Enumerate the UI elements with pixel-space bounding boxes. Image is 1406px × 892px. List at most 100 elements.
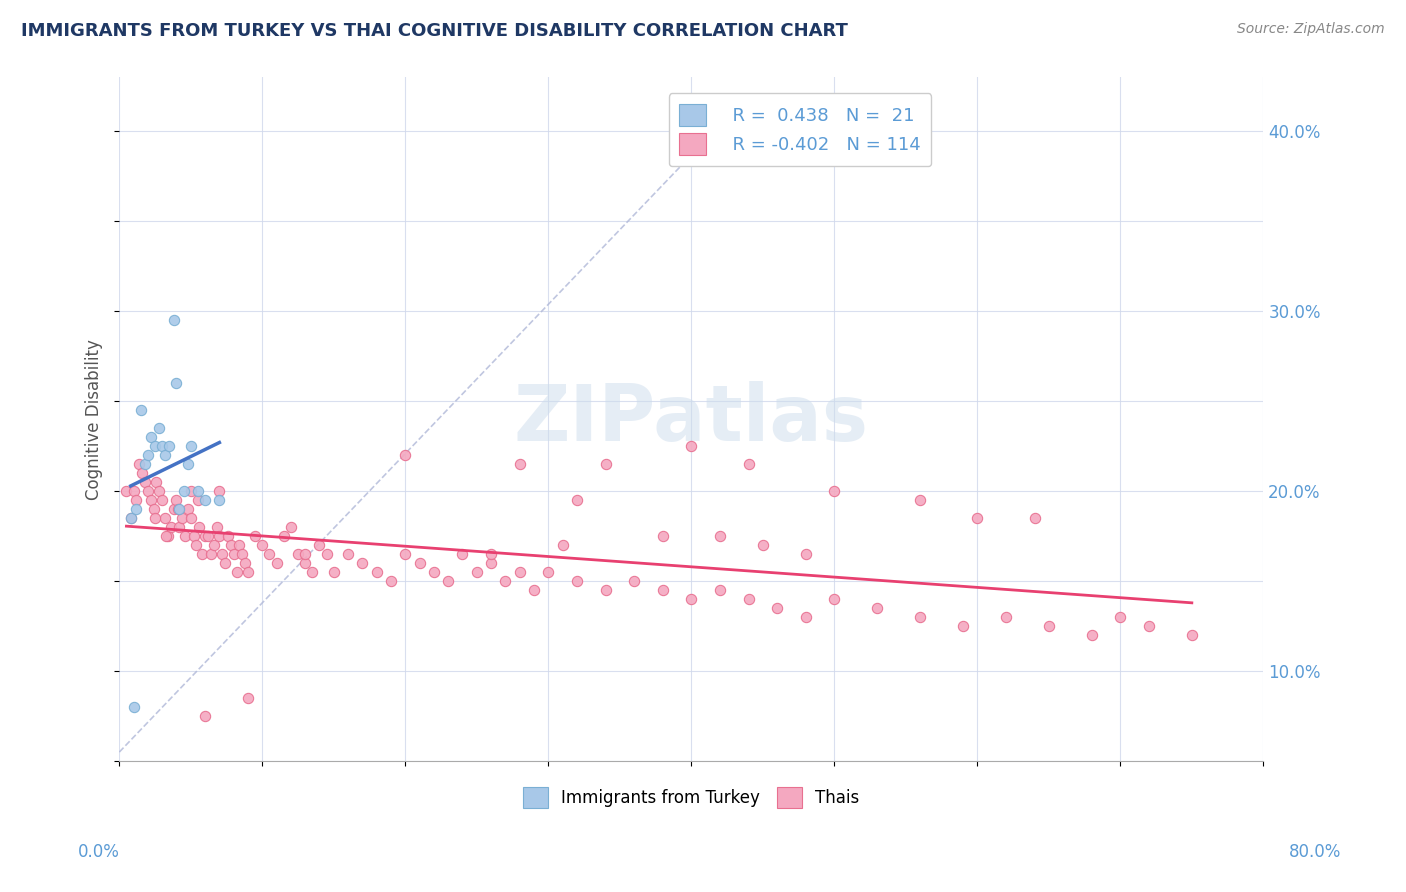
Point (162, 502, 184, 516)
Point (766, 601, 789, 615)
Point (565, 493, 588, 508)
Point (737, 592, 759, 607)
Point (451, 547, 474, 561)
Point (709, 583, 731, 598)
Point (437, 574, 460, 589)
Point (115, 484, 138, 499)
Point (243, 529, 266, 543)
Point (150, 493, 173, 508)
Point (366, 565, 388, 579)
Point (134, 457, 156, 471)
Point (131, 467, 153, 481)
Point (252, 538, 274, 552)
Point (823, 484, 845, 499)
Legend: Immigrants from Turkey, Thais: Immigrants from Turkey, Thais (516, 780, 866, 814)
Point (408, 556, 430, 570)
Point (187, 484, 209, 499)
Point (129, 403, 152, 417)
Point (595, 457, 617, 471)
Point (551, 538, 574, 552)
Point (222, 547, 245, 561)
Point (148, 421, 170, 435)
Point (287, 547, 309, 561)
Point (236, 565, 259, 579)
Point (681, 439, 703, 453)
Point (208, 529, 231, 543)
Point (194, 709, 217, 723)
Point (125, 493, 148, 508)
Point (177, 457, 200, 471)
Point (236, 691, 259, 706)
Point (479, 556, 502, 570)
Point (565, 574, 588, 589)
Point (301, 565, 323, 579)
Point (479, 547, 502, 561)
Point (139, 493, 162, 508)
Point (156, 529, 179, 543)
Point (217, 529, 239, 543)
Point (136, 448, 159, 462)
Point (1181, 628, 1204, 642)
Point (166, 376, 188, 391)
Point (172, 511, 194, 525)
Point (1038, 619, 1060, 633)
Point (173, 484, 195, 499)
Point (494, 574, 516, 589)
Point (208, 493, 231, 508)
Point (188, 520, 211, 534)
Point (155, 529, 177, 543)
Point (128, 457, 150, 471)
Point (651, 583, 673, 598)
Point (139, 430, 162, 444)
Point (225, 565, 247, 579)
Point (537, 565, 560, 579)
Point (273, 529, 295, 543)
Point (120, 511, 142, 525)
Point (150, 439, 173, 453)
Point (623, 574, 645, 589)
Point (337, 547, 360, 561)
Point (595, 583, 617, 598)
Point (197, 529, 219, 543)
Y-axis label: Cognitive Disability: Cognitive Disability (86, 339, 103, 500)
Point (823, 592, 845, 607)
Point (994, 610, 1017, 624)
Point (1080, 628, 1102, 642)
Text: 80.0%: 80.0% (1288, 843, 1341, 861)
Point (315, 547, 337, 561)
Point (794, 610, 817, 624)
Text: 0.0%: 0.0% (77, 843, 120, 861)
Point (143, 439, 166, 453)
Point (142, 502, 165, 516)
Point (153, 511, 176, 525)
Point (159, 520, 181, 534)
Point (148, 484, 170, 499)
Point (523, 583, 546, 598)
Text: IMMIGRANTS FROM TURKEY VS THAI COGNITIVE DISABILITY CORRELATION CHART: IMMIGRANTS FROM TURKEY VS THAI COGNITIVE… (21, 22, 848, 40)
Point (651, 529, 673, 543)
Point (136, 484, 159, 499)
Point (681, 592, 703, 607)
Point (233, 556, 256, 570)
Point (228, 538, 250, 552)
Point (219, 538, 242, 552)
Point (352, 556, 374, 570)
Point (752, 538, 775, 552)
Point (1109, 610, 1132, 624)
Point (908, 610, 931, 624)
Point (180, 484, 202, 499)
Point (211, 547, 233, 561)
Point (174, 529, 197, 543)
Point (966, 511, 988, 525)
Point (122, 484, 145, 499)
Point (509, 457, 531, 471)
Point (266, 556, 288, 570)
Point (122, 700, 145, 714)
Point (231, 547, 253, 561)
Point (180, 511, 202, 525)
Point (183, 529, 205, 543)
Point (423, 565, 446, 579)
Point (134, 475, 156, 490)
Point (205, 520, 228, 534)
Point (200, 547, 222, 561)
